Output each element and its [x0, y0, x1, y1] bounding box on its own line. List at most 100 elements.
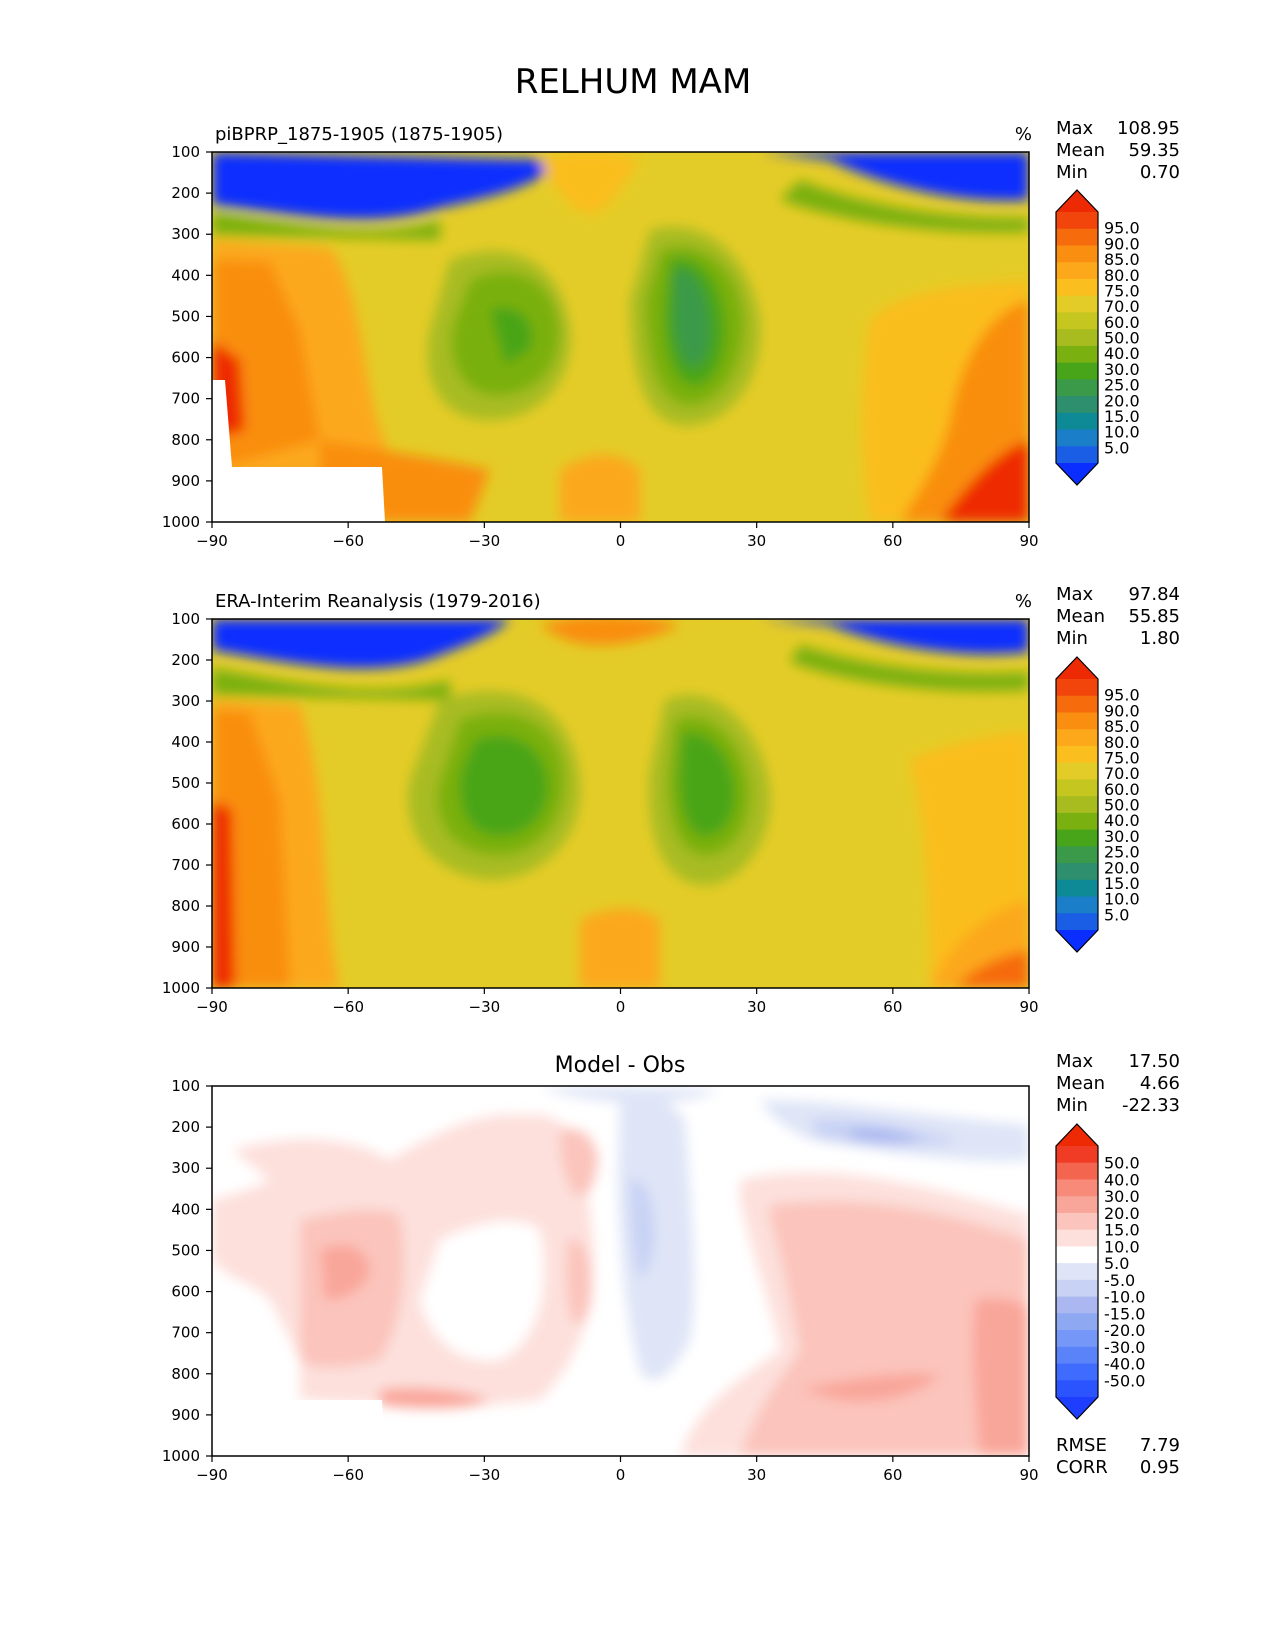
- colorbar-label: 20.0: [1104, 1204, 1140, 1223]
- stat-mean-value: 55.85: [1128, 606, 1180, 627]
- y-tick-label: 400: [171, 266, 200, 284]
- colorbar-band: [1056, 695, 1098, 713]
- stat-mean-value: 59.35: [1128, 140, 1180, 161]
- y-tick-label: 600: [171, 1283, 200, 1301]
- colorbar-outline: [1055, 189, 1099, 486]
- colorbar-band: [1056, 362, 1098, 380]
- colorbar-label: 15.0: [1104, 407, 1140, 426]
- colorbar-band: [1056, 1246, 1098, 1264]
- x-tick-label: 90: [1019, 532, 1038, 550]
- x-tick-label: −90: [196, 998, 228, 1016]
- panel-diff-contour-field: [212, 1086, 1029, 1456]
- panel-model-title: piBPRP_1875-1905 (1875-1905): [215, 124, 503, 145]
- colorbar-label: 95.0: [1104, 686, 1140, 705]
- x-tick-label: 90: [1019, 1466, 1038, 1484]
- y-tick-label: 100: [171, 143, 200, 161]
- y-tick-label: 900: [171, 472, 200, 490]
- colorbar-label: 75.0: [1104, 748, 1140, 767]
- x-tick-label: −30: [469, 998, 501, 1016]
- x-tick-label: −30: [469, 532, 501, 550]
- colorbar-label: 90.0: [1104, 234, 1140, 253]
- colorbar-label: -5.0: [1104, 1271, 1135, 1290]
- colorbar-band: [1056, 745, 1098, 764]
- stat-max-value: 108.95: [1117, 118, 1180, 139]
- panel-obs-y-ticks: 100 200 300 400 500 600 700 800 900 1000: [162, 610, 212, 997]
- panel-model: piBPRP_1875-1905 (1875-1905) %: [162, 118, 1180, 550]
- colorbar-band: [1056, 329, 1098, 347]
- y-tick-label: 200: [171, 1118, 200, 1136]
- colorbar-band: [1056, 1229, 1098, 1247]
- panel-model-x-ticks: −90 −60 −30 0 30 60 90: [196, 522, 1039, 550]
- x-tick-label: 0: [616, 998, 626, 1016]
- colorbar-band: [1056, 212, 1098, 230]
- colorbar-extend-max: [1056, 1124, 1098, 1146]
- stat-max-label: Max: [1056, 584, 1094, 605]
- colorbar-band: [1056, 345, 1098, 364]
- colorbar-band: [1056, 879, 1098, 898]
- panel-diff-colorbar: 50.040.030.020.015.010.05.0-5.0-10.0-15.…: [1055, 1123, 1145, 1420]
- x-tick-label: −90: [196, 532, 228, 550]
- colorbar-label: 80.0: [1104, 733, 1140, 752]
- x-tick-label: 0: [616, 532, 626, 550]
- colorbar-band: [1056, 679, 1098, 697]
- colorbar-label: 10.0: [1104, 890, 1140, 909]
- colorbar-label: 30.0: [1104, 827, 1140, 846]
- colorbar-label: 50.0: [1104, 1154, 1140, 1173]
- colorbar-band: [1056, 812, 1098, 831]
- x-tick-label: 90: [1019, 998, 1038, 1016]
- stat-min-value: 1.80: [1140, 628, 1180, 649]
- colorbar-label: -50.0: [1104, 1371, 1145, 1390]
- colorbar-band: [1056, 829, 1098, 847]
- stat-min-label: Min: [1056, 162, 1088, 183]
- colorbar-label: 85.0: [1104, 717, 1140, 736]
- panel-obs: ERA-Interim Reanalysis (1979-2016) %: [162, 584, 1180, 1016]
- stat-mean-label: Mean: [1056, 1073, 1105, 1094]
- panel-diff-missing-region: [212, 1400, 385, 1456]
- x-tick-label: 60: [883, 1466, 902, 1484]
- y-tick-label: 1000: [162, 513, 200, 531]
- colorbar-band: [1056, 846, 1098, 864]
- y-tick-label: 700: [171, 1324, 200, 1342]
- colorbar-band: [1056, 1330, 1098, 1348]
- y-tick-label: 300: [171, 1159, 200, 1177]
- colorbar-band: [1056, 262, 1098, 280]
- y-tick-label: 800: [171, 1365, 200, 1383]
- colorbar-label: 30.0: [1104, 1187, 1140, 1206]
- panel-obs-stats: Max 97.84 Mean 55.85 Min 1.80: [1056, 584, 1180, 649]
- panel-obs-contour-field: [212, 619, 1029, 988]
- colorbar-label: 5.0: [1104, 1254, 1129, 1273]
- colorbar-band: [1056, 1263, 1098, 1281]
- panel-diff-stats: Max 17.50 Mean 4.66 Min -22.33: [1056, 1051, 1180, 1116]
- colorbar-label: -20.0: [1104, 1321, 1145, 1340]
- colorbar-label: 25.0: [1104, 843, 1140, 862]
- stat-mean-label: Mean: [1056, 606, 1105, 627]
- colorbar-band: [1056, 1296, 1098, 1314]
- panel-obs-x-ticks: −90 −60 −30 0 30 60 90: [196, 988, 1039, 1016]
- colorbar-band: [1056, 396, 1098, 414]
- colorbar-label: -30.0: [1104, 1338, 1145, 1357]
- colorbar-extend-max: [1056, 190, 1098, 212]
- y-tick-label: 900: [171, 1406, 200, 1424]
- colorbar-label: 40.0: [1104, 344, 1140, 363]
- colorbar-outline: [1055, 1123, 1099, 1420]
- colorbar-band: [1056, 1179, 1098, 1197]
- x-tick-label: 60: [883, 998, 902, 1016]
- y-tick-label: 200: [171, 184, 200, 202]
- x-tick-label: 60: [883, 532, 902, 550]
- colorbar-label: 40.0: [1104, 811, 1140, 830]
- colorbar-label: 80.0: [1104, 266, 1140, 285]
- metric-corr-value: 0.95: [1140, 1457, 1180, 1478]
- colorbar-band: [1056, 312, 1098, 330]
- colorbar-label: 70.0: [1104, 764, 1140, 783]
- colorbar-band: [1056, 779, 1098, 797]
- y-tick-label: 100: [171, 610, 200, 628]
- x-tick-label: −30: [469, 1466, 501, 1484]
- colorbar-band: [1056, 913, 1098, 931]
- colorbar-label: -15.0: [1104, 1304, 1145, 1323]
- stat-min-value: 0.70: [1140, 162, 1180, 183]
- colorbar-label: 5.0: [1104, 905, 1129, 924]
- panel-model-contour-field: [212, 152, 1029, 522]
- colorbar-label: 20.0: [1104, 391, 1140, 410]
- y-tick-label: 500: [171, 307, 200, 325]
